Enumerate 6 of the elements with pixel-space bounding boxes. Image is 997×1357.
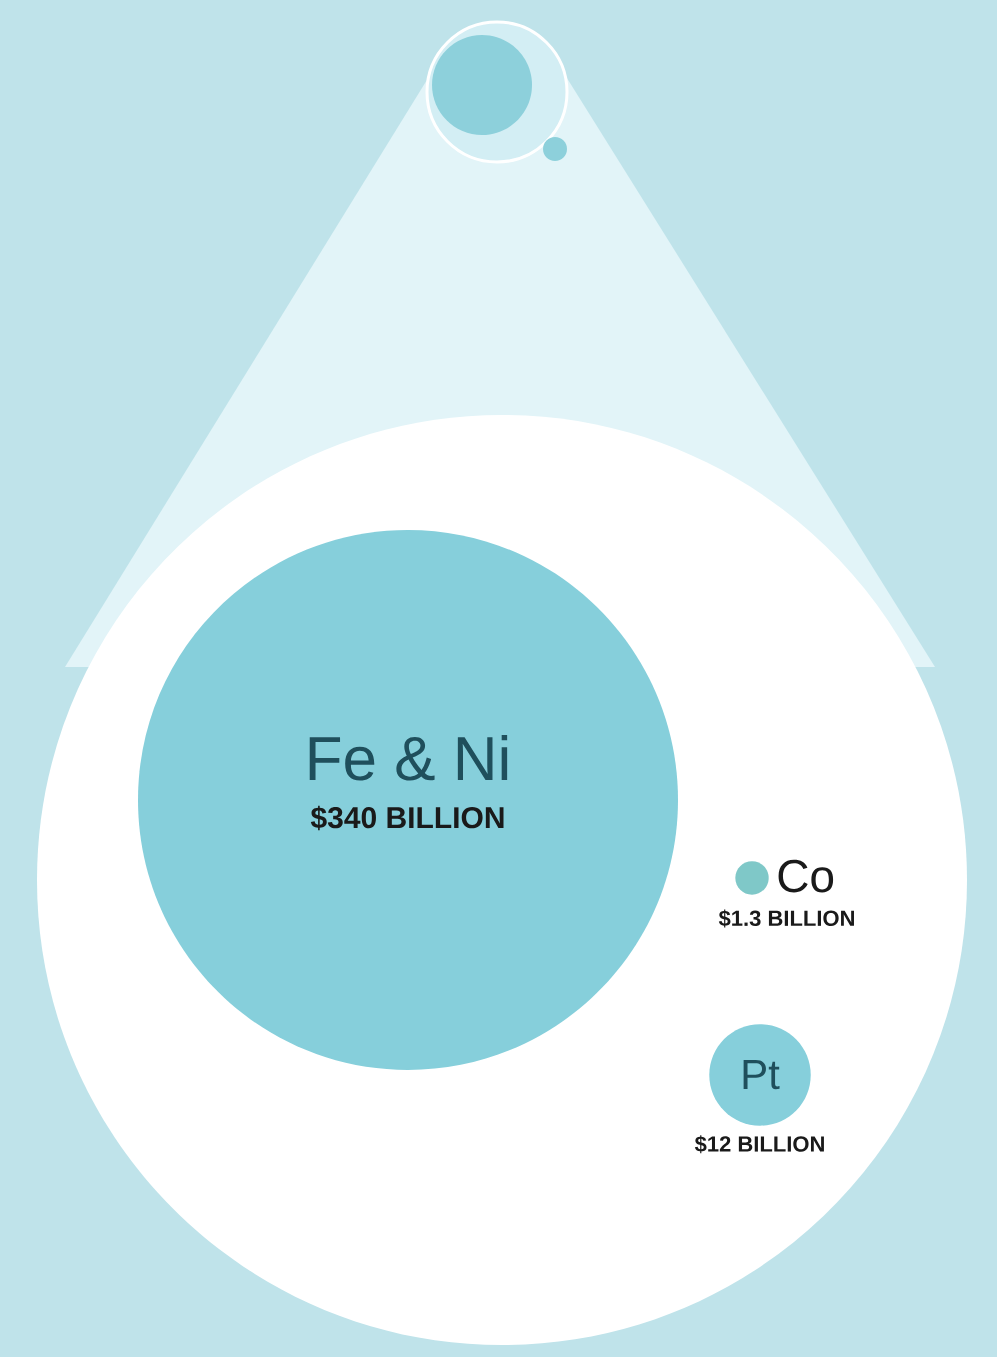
data-label: $1.3 BILLION xyxy=(718,909,854,928)
category-label: Pt xyxy=(743,1060,780,1090)
data-label: $12 BILLION xyxy=(694,1135,824,1154)
data-label: $340 BILLION xyxy=(310,805,504,831)
category-label: Fe & Ni xyxy=(309,735,508,781)
category-label: Co xyxy=(778,859,834,893)
